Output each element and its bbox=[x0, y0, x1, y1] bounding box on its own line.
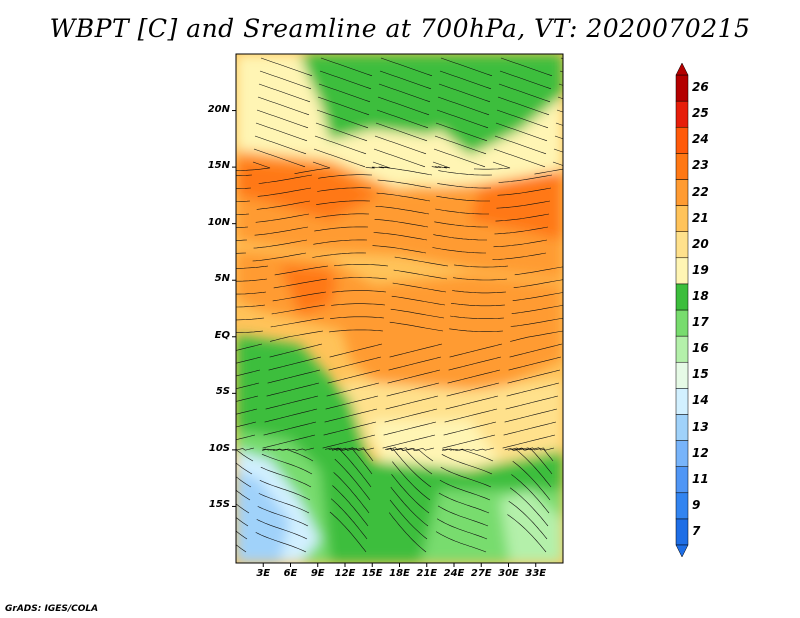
colorbar-label: 15 bbox=[692, 367, 709, 382]
colorbar-label: 9 bbox=[692, 497, 701, 512]
colorbar-swatch bbox=[675, 518, 689, 546]
colorbar-label: 7 bbox=[692, 523, 701, 538]
colorbar-swatch bbox=[675, 309, 689, 337]
lon-tick-label: 15E bbox=[361, 568, 383, 579]
lat-tick-label: 10S bbox=[208, 442, 230, 454]
colorbar-swatch bbox=[675, 466, 689, 494]
colorbar-label: 12 bbox=[692, 445, 709, 460]
colorbar-label: 23 bbox=[692, 158, 709, 173]
lon-tick-label: 6E bbox=[283, 568, 298, 579]
lat-tick-label: EQ bbox=[214, 329, 230, 341]
colorbar-swatch bbox=[675, 335, 689, 363]
colorbar-swatch bbox=[675, 414, 689, 441]
lon-tick-label: 24E bbox=[443, 568, 465, 579]
lat-tick-label: 15N bbox=[207, 160, 230, 172]
colorbar-label: 14 bbox=[692, 393, 709, 408]
colorbar-swatch bbox=[675, 283, 689, 311]
lon-tick-label: 33E bbox=[525, 568, 547, 579]
lon-tick-label: 18E bbox=[389, 568, 410, 579]
lat-tick-label: 10N bbox=[207, 216, 230, 228]
colorbar-label: 13 bbox=[692, 419, 709, 434]
colorbar-swatch bbox=[675, 153, 689, 180]
colorbar-label: 22 bbox=[692, 184, 709, 199]
colorbar-label: 18 bbox=[692, 288, 709, 303]
colorbar-label: 11 bbox=[692, 471, 709, 486]
colorbar-bottom-arrow bbox=[675, 544, 689, 558]
colorbar-swatch bbox=[675, 231, 689, 259]
lat-tick-label: 15S bbox=[208, 499, 230, 511]
grads-credit: GrADS: IGES/COLA bbox=[5, 604, 99, 614]
colorbar-swatch bbox=[675, 126, 689, 154]
colorbar-label: 25 bbox=[692, 106, 709, 121]
lat-tick-label: 5N bbox=[214, 273, 230, 285]
colorbar-swatch bbox=[675, 388, 689, 415]
lon-tick-label: 12E bbox=[334, 568, 356, 579]
lon-tick-label: 30E bbox=[498, 568, 519, 579]
colorbar-label: 24 bbox=[692, 132, 709, 147]
lon-tick-label: 3E bbox=[256, 568, 271, 579]
colorbar-label: 16 bbox=[692, 341, 709, 356]
temperature-field bbox=[236, 54, 563, 563]
map-title: WBPT [C] and Sreamline at 700hPa, VT: 20… bbox=[49, 14, 751, 43]
lat-tick-label: 20N bbox=[207, 103, 230, 115]
colorbar-swatch bbox=[675, 179, 689, 206]
colorbar-swatch bbox=[675, 440, 689, 467]
colorbar-label: 21 bbox=[692, 210, 709, 225]
colorbar-swatch bbox=[675, 361, 689, 389]
colorbar-swatch bbox=[675, 205, 689, 232]
lon-tick-label: 21E bbox=[416, 568, 438, 579]
streamlines bbox=[236, 57, 563, 553]
colorbar-swatch bbox=[675, 492, 689, 520]
colorbar-label: 17 bbox=[692, 315, 709, 330]
colorbar-label: 26 bbox=[692, 80, 709, 95]
colorbar-top-arrow bbox=[675, 62, 689, 76]
colorbar-label: 20 bbox=[692, 236, 709, 251]
lon-tick-label: 27E bbox=[470, 568, 492, 579]
colorbar-swatch bbox=[675, 100, 689, 128]
lat-tick-label: 5S bbox=[215, 386, 230, 398]
colorbar bbox=[675, 62, 689, 558]
colorbar-label: 19 bbox=[692, 262, 709, 277]
colorbar-swatch bbox=[675, 257, 689, 285]
colorbar-swatch bbox=[675, 74, 689, 102]
lon-tick-label: 9E bbox=[310, 568, 325, 579]
